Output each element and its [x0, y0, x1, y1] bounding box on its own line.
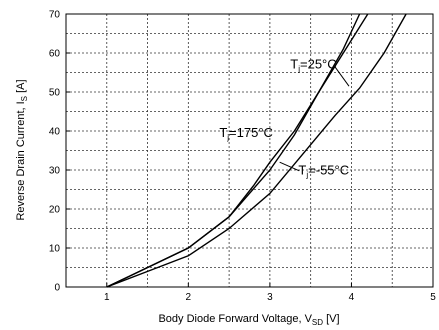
- series-label-1: Tj=25°C: [290, 57, 336, 74]
- leader-line-1: [334, 66, 350, 87]
- x-tick-label: 5: [430, 292, 436, 303]
- x-tick-labels: 1 2 3 4 5: [104, 292, 436, 303]
- x-tick-label: 1: [104, 292, 110, 303]
- series-line-1: [106, 13, 369, 288]
- series-line-3: [106, 13, 407, 288]
- leader-line-3: [279, 161, 300, 172]
- y-tick-label: 0: [54, 283, 60, 294]
- series-annotations: Tj=25°C Tj=175°C Tj=-55°C: [219, 57, 349, 180]
- x-tick-label: 2: [186, 292, 192, 303]
- tick-marks: [66, 13, 434, 288]
- x-tick-label: 3: [267, 292, 273, 303]
- y-tick-label: 60: [49, 49, 61, 60]
- y-tick-label: 10: [49, 244, 61, 255]
- y-tick-label: 20: [49, 205, 61, 216]
- plot-frame: [65, 13, 434, 288]
- series-lines: [106, 13, 407, 288]
- x-axis-label: Body Diode Forward Voltage, VSD [V]: [158, 313, 339, 327]
- y-tick-label: 30: [49, 166, 61, 177]
- y-tick-label: 70: [49, 10, 61, 21]
- series-label-3: Tj=-55°C: [298, 163, 349, 180]
- x-tick-label: 4: [349, 292, 355, 303]
- y-axis-label: Reverse Drain Current, IS [A]: [15, 79, 29, 220]
- annotation-leaders: [279, 66, 350, 172]
- grid: [66, 14, 433, 287]
- y-tick-labels: 0 10 20 30 40 50 60 70: [49, 10, 61, 294]
- y-tick-label: 50: [49, 88, 61, 99]
- series-line-2: [106, 13, 361, 288]
- series-label-2: Tj=175°C: [219, 125, 273, 142]
- y-tick-label: 40: [49, 127, 61, 138]
